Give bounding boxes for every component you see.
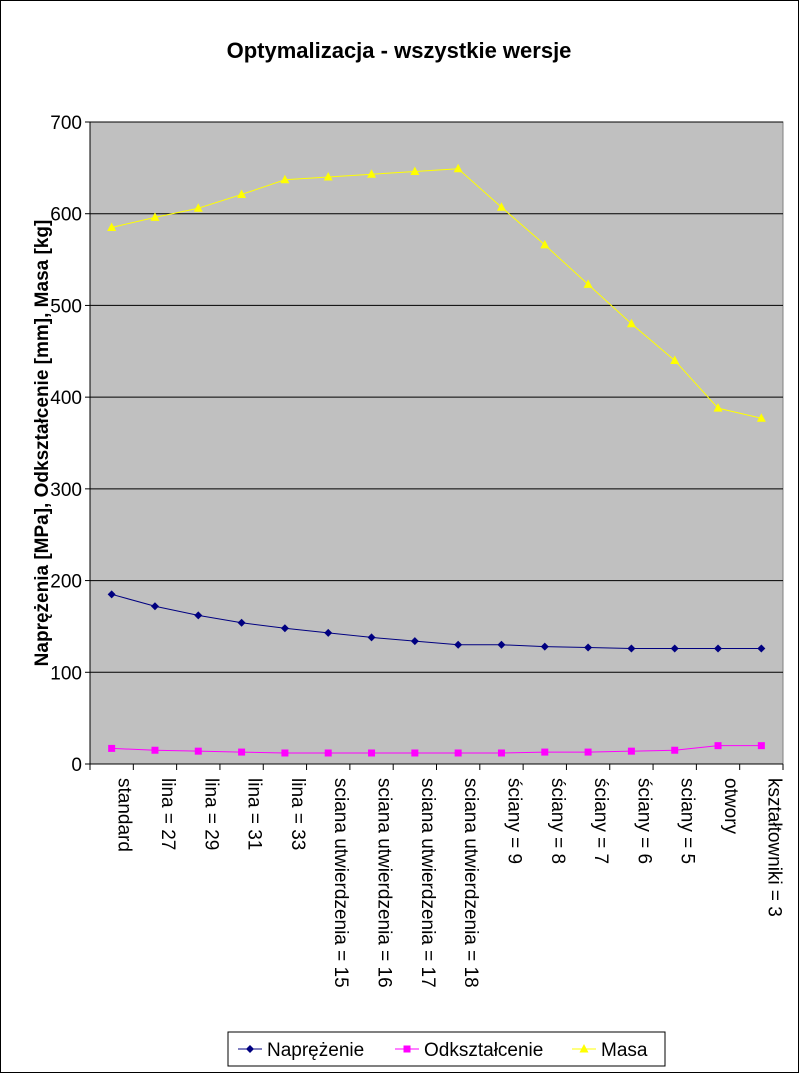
data-point bbox=[367, 633, 376, 642]
legend-marker bbox=[403, 1045, 411, 1053]
data-point bbox=[107, 590, 116, 599]
legend-marker bbox=[246, 1045, 254, 1053]
y-tick-label: 100 bbox=[50, 663, 82, 684]
data-point bbox=[540, 239, 550, 249]
data-point bbox=[497, 749, 505, 757]
x-tick-label: sciana utwierdzenia = 17 bbox=[417, 778, 438, 988]
data-point bbox=[108, 744, 116, 752]
x-tick-label: lina = 27 bbox=[157, 778, 178, 850]
data-point bbox=[280, 624, 289, 633]
data-point bbox=[150, 602, 159, 611]
legend-label: Masa bbox=[601, 1040, 648, 1061]
data-point bbox=[670, 644, 679, 653]
y-tick-label: 700 bbox=[50, 113, 82, 134]
data-point bbox=[280, 174, 290, 184]
x-tick-label: otwory bbox=[720, 778, 741, 834]
legend-label: Naprężenie bbox=[267, 1040, 364, 1061]
x-tick-label: sciany = 5 bbox=[677, 778, 698, 864]
data-point bbox=[410, 637, 419, 646]
data-point bbox=[583, 279, 593, 288]
data-point bbox=[627, 747, 635, 755]
data-point bbox=[194, 747, 202, 755]
data-point bbox=[194, 611, 203, 620]
data-point bbox=[323, 172, 333, 181]
x-tick-label: ściany = 8 bbox=[547, 778, 568, 864]
series-line bbox=[111, 168, 762, 419]
y-tick-label: 300 bbox=[50, 480, 82, 501]
data-point bbox=[627, 644, 636, 653]
x-tick-label: ściany = 6 bbox=[633, 778, 654, 864]
data-point bbox=[584, 643, 593, 652]
data-point bbox=[238, 748, 246, 756]
series-line bbox=[111, 745, 762, 754]
data-point bbox=[497, 640, 506, 649]
x-tick-label: ściany = 7 bbox=[590, 778, 611, 864]
x-tick-label: sciana utwierdzenia = 15 bbox=[330, 778, 351, 988]
series-2 bbox=[108, 742, 765, 757]
y-axis-label: Naprężenia [MPa], Odkształcenie [mm], Ma… bbox=[32, 220, 53, 667]
data-point bbox=[714, 742, 722, 750]
data-point bbox=[541, 748, 549, 756]
data-point bbox=[756, 413, 766, 422]
series-3 bbox=[107, 163, 766, 422]
data-point bbox=[496, 202, 506, 211]
data-point bbox=[453, 163, 463, 173]
data-point bbox=[237, 189, 247, 198]
x-tick-label: sciana utwierdzenia = 18 bbox=[460, 778, 481, 988]
data-point bbox=[237, 618, 246, 627]
data-point bbox=[368, 749, 376, 757]
x-tick-label: kształtowniki = 3 bbox=[763, 778, 784, 917]
data-point bbox=[281, 749, 289, 757]
data-point bbox=[324, 749, 332, 757]
y-tick-label: 400 bbox=[50, 388, 82, 409]
legend-label: Odkształcenie bbox=[424, 1040, 543, 1061]
data-point bbox=[757, 644, 766, 653]
data-point bbox=[540, 642, 549, 651]
x-tick-label: lina = 29 bbox=[200, 778, 221, 850]
y-tick-label: 200 bbox=[50, 572, 82, 593]
data-point bbox=[454, 749, 462, 757]
series-1 bbox=[107, 590, 766, 653]
data-point bbox=[454, 640, 463, 649]
data-point bbox=[193, 203, 203, 212]
data-point bbox=[584, 748, 592, 756]
y-tick-label: 0 bbox=[71, 755, 82, 776]
data-point bbox=[411, 749, 419, 757]
data-point bbox=[670, 355, 680, 364]
data-point bbox=[410, 166, 420, 176]
y-tick-label: 500 bbox=[50, 296, 82, 317]
data-point bbox=[151, 746, 159, 754]
data-point bbox=[714, 644, 723, 653]
data-point bbox=[671, 746, 679, 754]
legend-marker bbox=[579, 1044, 589, 1053]
y-tick-label: 600 bbox=[50, 205, 82, 226]
x-tick-label: ściany = 9 bbox=[503, 778, 524, 864]
plot-area bbox=[89, 121, 784, 765]
data-point bbox=[626, 318, 636, 328]
x-tick-label: sciana utwierdzenia = 16 bbox=[374, 778, 395, 988]
data-point bbox=[324, 628, 333, 637]
data-point bbox=[367, 169, 377, 178]
series-line bbox=[111, 593, 762, 649]
x-tick-label: lina = 33 bbox=[287, 778, 308, 850]
data-point bbox=[107, 222, 117, 231]
chart-title: Optymalizacja - wszystkie wersje bbox=[227, 38, 572, 63]
data-point bbox=[713, 403, 723, 412]
x-tick-label: lina = 31 bbox=[244, 778, 265, 850]
data-point bbox=[757, 742, 765, 750]
data-point bbox=[150, 212, 160, 221]
x-tick-label: standard bbox=[114, 778, 135, 852]
legend: Naprężenie Odkształcenie Masa bbox=[227, 1031, 666, 1067]
